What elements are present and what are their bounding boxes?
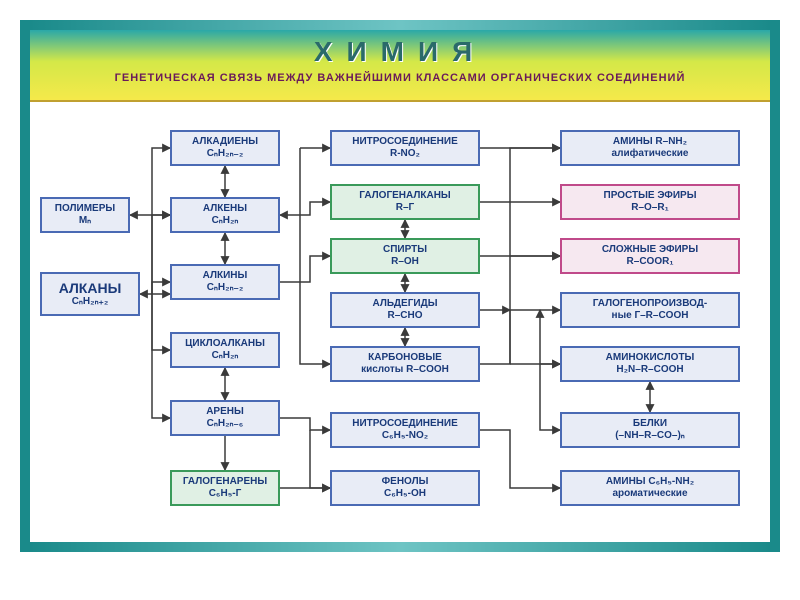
- node-label: АЛКАНЫ: [59, 280, 122, 297]
- title-main: Химия: [30, 30, 770, 68]
- node-amines_ar: Амины C₆H₅-NH₂ароматические: [560, 470, 740, 506]
- title-sub: Генетическая связь между важнейшими клас…: [30, 72, 770, 84]
- node-formula: CₙH₂ₙ: [212, 350, 239, 362]
- node-label: Галогеналканы: [359, 190, 450, 202]
- node-label: Амины C₆H₅-NH₂: [606, 476, 694, 488]
- node-formula: CₙH₂ₙ₋₂: [207, 282, 244, 294]
- edge: [152, 148, 170, 294]
- node-formula: C₆H₅-OH: [384, 488, 426, 500]
- node-label: Амины R–NH₂: [613, 136, 687, 148]
- edge: [152, 294, 170, 350]
- node-aldehyde: АльдегидыR–CHO: [330, 292, 480, 328]
- edge: [510, 310, 560, 364]
- node-fenoly: ФенолыC₆H₅-OH: [330, 470, 480, 506]
- node-label: Простые эфиры: [604, 190, 697, 202]
- node-amines_al: Амины R–NH₂алифатические: [560, 130, 740, 166]
- node-formula: R–O–R₁: [631, 202, 668, 214]
- edge: [480, 202, 560, 256]
- node-nitro2: НитросоединениеC₆H₅-NO₂: [330, 412, 480, 448]
- node-halogenalk: ГалогеналканыR–Г: [330, 184, 480, 220]
- edge: [480, 256, 560, 364]
- node-label: Альдегиды: [373, 298, 438, 310]
- node-formula: (–NH–R–CO–)ₙ: [615, 430, 685, 442]
- node-alkadieny: АлкадиеныCₙH₂ₙ₋₂: [170, 130, 280, 166]
- node-formula: H₂N–R–COOH: [616, 364, 683, 376]
- poster: Химия Генетическая связь между важнейшим…: [20, 20, 780, 552]
- edge: [280, 256, 330, 282]
- node-halogenprod: Галогенопроизвод-ные Г–R–COOH: [560, 292, 740, 328]
- diagram-canvas: ПолимерыMₙАЛКАНЫCₙH₂ₙ₊₂АлкадиеныCₙH₂ₙ₋₂А…: [30, 102, 770, 542]
- edge: [280, 418, 330, 430]
- node-formula: C₆H₅-NO₂: [382, 430, 428, 442]
- node-proteins: Белки(–NH–R–CO–)ₙ: [560, 412, 740, 448]
- node-label: Спирты: [383, 244, 427, 256]
- node-label: Алкены: [203, 203, 247, 215]
- header: Химия Генетическая связь между важнейшим…: [30, 30, 770, 102]
- node-label: Арены: [206, 406, 244, 418]
- node-label: Карбоновые: [368, 352, 442, 364]
- node-formula: CₙH₂ₙ₊₂: [72, 296, 109, 308]
- node-spirty: СпиртыR–OH: [330, 238, 480, 274]
- edge: [480, 430, 560, 488]
- node-areny: АреныCₙH₂ₙ₋₆: [170, 400, 280, 436]
- node-formula: кислоты R–COOH: [361, 364, 449, 376]
- edge: [480, 148, 560, 202]
- poster-frame: Химия Генетическая связь между важнейшим…: [0, 0, 800, 600]
- node-formula: CₙH₂ₙ₋₆: [207, 418, 244, 430]
- node-formula: ные Г–R–COOH: [612, 310, 689, 322]
- node-label: Аминокислоты: [606, 352, 695, 364]
- node-carboxyl: Карбоновыекислоты R–COOH: [330, 346, 480, 382]
- node-aminoacid: АминокислотыH₂N–R–COOH: [560, 346, 740, 382]
- node-label: Нитросоединение: [352, 136, 458, 148]
- node-formula: CₙH₂ₙ₋₂: [207, 148, 244, 160]
- edge: [152, 282, 170, 294]
- node-formula: алифатические: [612, 148, 689, 160]
- node-label: Белки: [633, 418, 667, 430]
- edge: [540, 364, 560, 430]
- node-alkeny: АлкеныCₙH₂ₙ: [170, 197, 280, 233]
- node-alkany: АЛКАНЫCₙH₂ₙ₊₂: [40, 272, 140, 316]
- edge: [540, 310, 560, 364]
- node-formula: R-NO₂: [390, 148, 420, 160]
- node-label: Фенолы: [382, 476, 429, 488]
- node-label: Алкины: [203, 270, 248, 282]
- edge: [152, 294, 170, 418]
- node-alkiny: АлкиныCₙH₂ₙ₋₂: [170, 264, 280, 300]
- node-nitro1: НитросоединениеR-NO₂: [330, 130, 480, 166]
- node-formula: R–COOR₁: [627, 256, 674, 268]
- node-formula: C₆H₅-Г: [209, 488, 242, 500]
- edge: [152, 215, 170, 294]
- node-label: Алкадиены: [192, 136, 258, 148]
- node-label: Сложные эфиры: [602, 244, 698, 256]
- node-label: Нитросоединение: [352, 418, 458, 430]
- node-formula: CₙH₂ₙ: [212, 215, 239, 227]
- node-polymer: ПолимерыMₙ: [40, 197, 130, 233]
- node-complex_eth: Сложные эфирыR–COOR₁: [560, 238, 740, 274]
- node-label: Полимеры: [55, 203, 115, 215]
- node-halogenarene: ГалогенареныC₆H₅-Г: [170, 470, 280, 506]
- node-simple_eth: Простые эфирыR–O–R₁: [560, 184, 740, 220]
- edge: [280, 202, 330, 215]
- node-formula: R–OH: [391, 256, 419, 268]
- edge: [310, 430, 330, 488]
- node-label: Галогенопроизвод-: [593, 298, 708, 310]
- node-label: Галогенарены: [183, 476, 267, 488]
- node-cyclo: ЦиклоалканыCₙH₂ₙ: [170, 332, 280, 368]
- node-formula: Mₙ: [79, 215, 91, 227]
- node-formula: ароматические: [612, 488, 687, 500]
- node-formula: R–Г: [396, 202, 414, 214]
- node-formula: R–CHO: [387, 310, 422, 322]
- edge: [300, 148, 330, 364]
- node-label: Циклоалканы: [185, 338, 265, 350]
